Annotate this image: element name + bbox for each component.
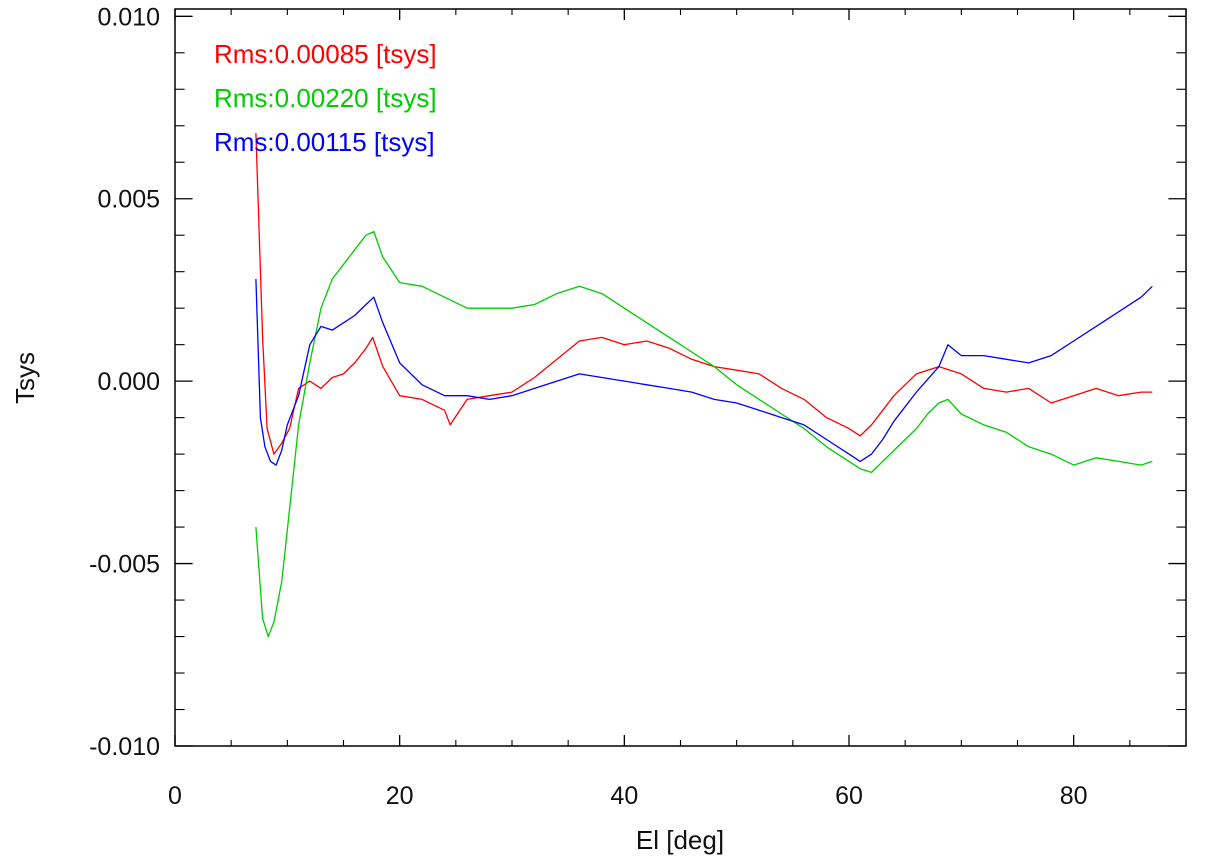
y-tick-label: -0.005: [89, 551, 160, 579]
y-tick-label: 0.010: [97, 3, 160, 31]
y-axis-title: Tsys: [10, 352, 40, 404]
y-tick-label: 0.005: [97, 186, 160, 214]
rms-annotation: Rms:0.00115 [tsys]: [214, 127, 435, 157]
series-line-2: [255, 230, 1153, 638]
x-tick-label: 60: [835, 782, 863, 810]
series-layer: [255, 132, 1153, 638]
series-line-3: [255, 278, 1153, 466]
rms-annotation: Rms:0.00220 [tsys]: [214, 83, 437, 113]
legend: Rms:0.00085 [tsys] Rms:0.00220 [tsys] Rms:…: [214, 39, 437, 157]
y-tick-label: 0.000: [97, 368, 160, 396]
axis-ticks: 0 20 40 60 80 -0.010 -0.005 0.000 0.005 0.010: [89, 3, 1187, 810]
plot-frame: [174, 8, 1187, 747]
x-tick-label: 80: [1060, 782, 1088, 810]
series-line-1: [255, 132, 1153, 455]
x-axis-title: El [deg]: [636, 825, 724, 855]
rms-annotation: Rms:0.00085 [tsys]: [214, 39, 437, 69]
y-tick-label: -0.010: [89, 733, 160, 761]
x-tick-label: 40: [610, 782, 638, 810]
x-tick-label: 0: [168, 782, 182, 810]
x-tick-label: 20: [386, 782, 414, 810]
